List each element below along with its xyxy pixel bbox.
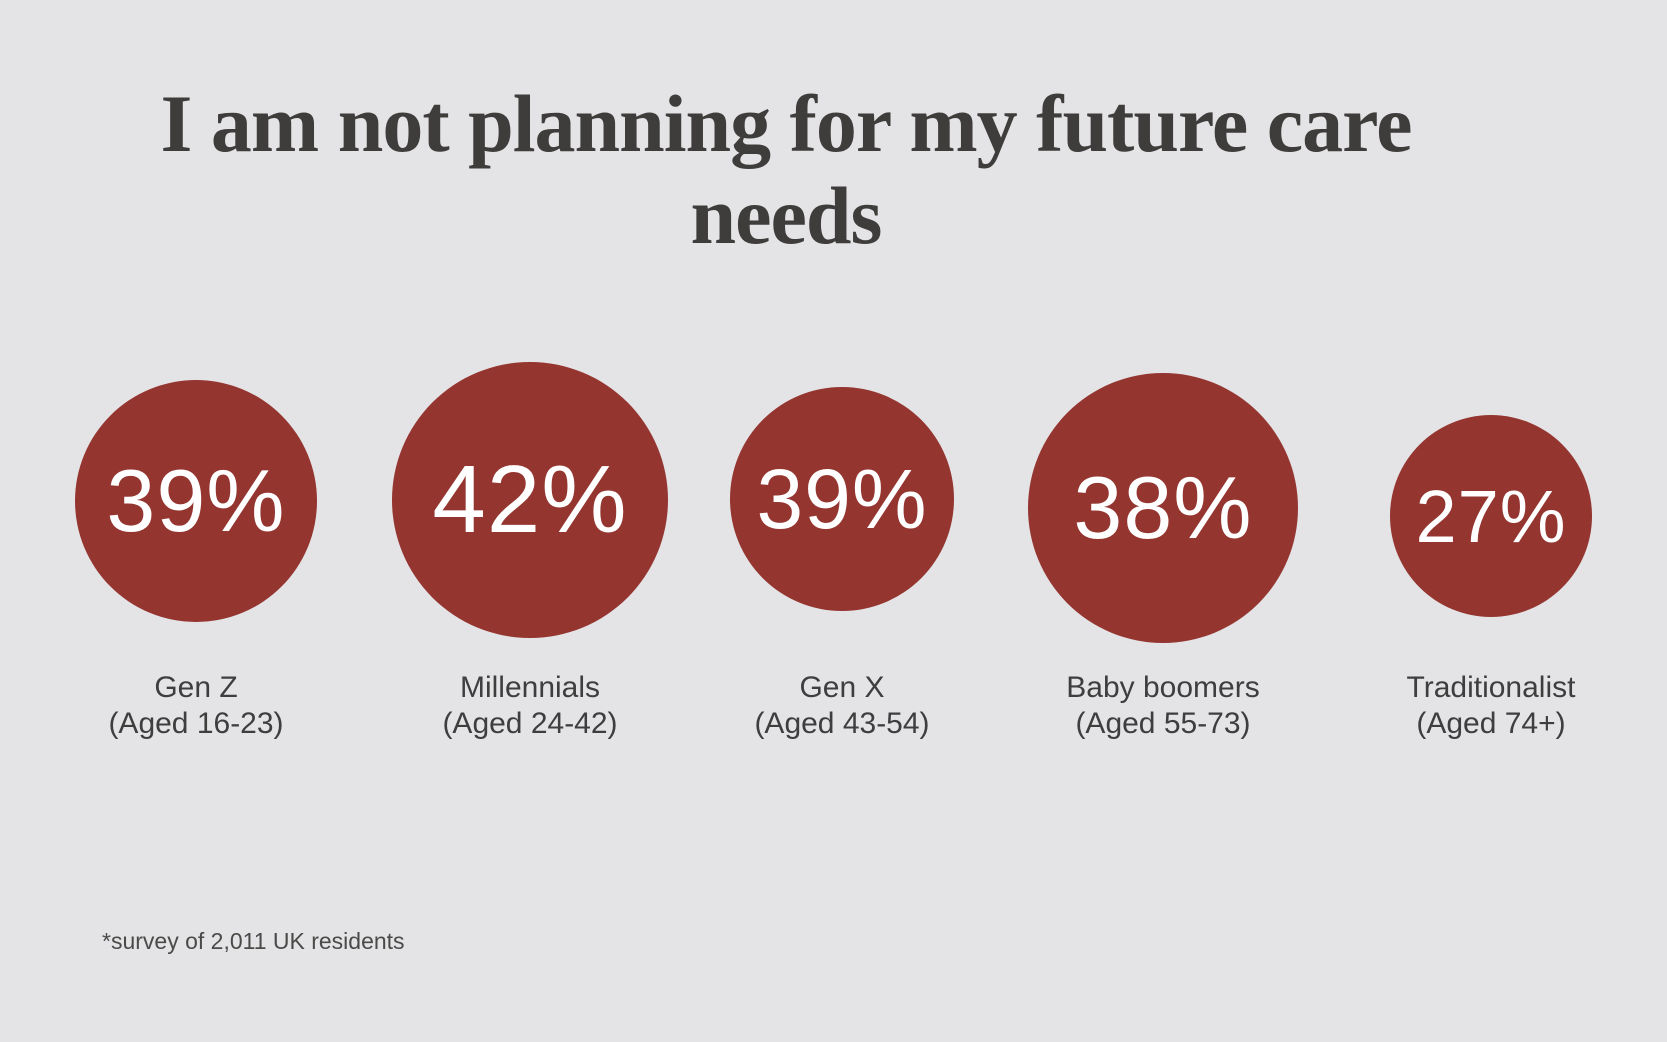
age-range: (Aged 55-73) (1075, 707, 1251, 740)
label-traditionalist: Traditionalist (Aged 74+) (1331, 670, 1651, 742)
generation-name: Traditionalist (1406, 671, 1576, 704)
generation-name: Baby boomers (1066, 671, 1260, 704)
label-baby-boomers: Baby boomers (Aged 55-73) (1003, 670, 1323, 742)
survey-footnote: *survey of 2,011 UK residents (102, 928, 405, 954)
bubble-value-gen-z: 39% (106, 451, 286, 550)
label-gen-z: Gen Z (Aged 16-23) (36, 670, 356, 742)
label-millennials: Millennials (Aged 24-42) (370, 670, 690, 742)
label-gen-x: Gen X (Aged 43-54) (682, 670, 1002, 742)
bubble-gen-x: 39% (730, 387, 954, 611)
generation-name: Millennials (459, 671, 601, 704)
bubble-traditionalist: 27% (1390, 415, 1592, 617)
age-range: (Aged 74+) (1416, 707, 1566, 740)
bubble-millennials: 42% (392, 362, 668, 638)
bubble-value-traditionalist: 27% (1415, 474, 1567, 558)
bubble-value-millennials: 42% (432, 446, 628, 553)
bubble-value-baby-boomers: 38% (1073, 458, 1253, 557)
age-range: (Aged 16-23) (108, 707, 284, 740)
bubble-gen-z: 39% (75, 380, 317, 622)
age-range: (Aged 43-54) (754, 707, 930, 740)
bubble-baby-boomers: 38% (1028, 373, 1298, 643)
age-range: (Aged 24-42) (442, 707, 618, 740)
chart-title: I am not planning for my future care nee… (160, 78, 1413, 261)
bubble-value-gen-x: 39% (756, 451, 928, 546)
generation-name: Gen X (799, 671, 885, 704)
generation-name: Gen Z (154, 671, 238, 704)
